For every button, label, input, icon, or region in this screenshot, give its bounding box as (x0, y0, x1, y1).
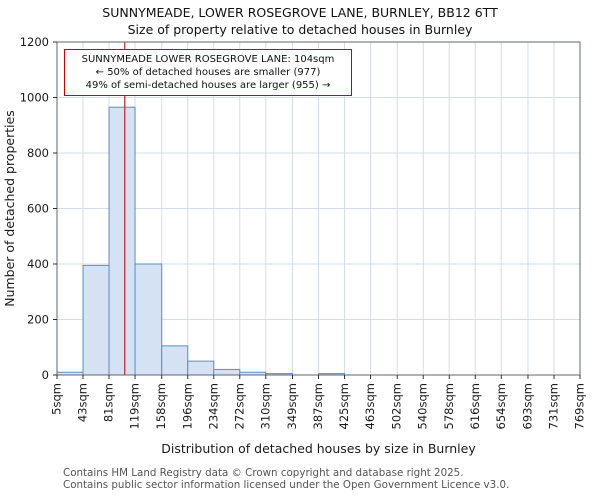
x-tick-label: 616sqm (468, 383, 482, 429)
y-tick-label: 600 (27, 202, 49, 216)
x-tick-label: 654sqm (494, 383, 508, 429)
annotation-line-2: ← 50% of detached houses are smaller (97… (95, 67, 321, 78)
annotation-line-3: 49% of semi-detached houses are larger (… (85, 80, 331, 91)
x-tick-label: 425sqm (337, 383, 351, 429)
x-axis-label: Distribution of detached houses by size … (161, 441, 476, 456)
histogram-bar (161, 345, 189, 376)
x-tick-label: 463sqm (363, 383, 377, 429)
x-tick-label: 43sqm (76, 383, 90, 422)
x-tick-label: 578sqm (442, 383, 456, 429)
x-tick-label: 693sqm (520, 383, 534, 429)
x-tick-label: 502sqm (390, 383, 404, 429)
footer-line-2: Contains public sector information licen… (63, 478, 510, 491)
annotation-line-1: SUNNYMEADE LOWER ROSEGROVE LANE: 104sqm (81, 54, 335, 65)
y-tick-label: 200 (27, 313, 49, 327)
chart-canvas: 0 200 400 600 800 1000 1200 5sqm 43sqm 81sqm 119sq… (2, 35, 587, 456)
y-tick-label: 800 (27, 146, 49, 160)
y-tick-label: 0 (42, 368, 49, 382)
histogram-bar (187, 360, 215, 376)
x-tick-label: 540sqm (416, 383, 430, 429)
chart-subtitle: Size of property relative to detached ho… (127, 22, 473, 37)
x-tick-label: 158sqm (154, 383, 168, 429)
x-tick-label: 5sqm (50, 383, 64, 415)
x-tick-label: 310sqm (258, 383, 272, 429)
footer-line-1: Contains HM Land Registry data © Crown c… (63, 467, 464, 479)
x-tick-label: 731sqm (546, 383, 560, 429)
histogram-bar (213, 368, 241, 376)
histogram-bar (108, 106, 136, 376)
x-tick-label: 81sqm (102, 383, 116, 422)
axis-ticks: 0 200 400 600 800 1000 1200 5sqm 43sqm 81sqm 119sq… (20, 35, 587, 429)
chart-title: SUNNYMEADE, LOWER ROSEGROVE LANE, BURNLE… (102, 5, 498, 20)
x-tick-label: 272sqm (232, 383, 246, 429)
y-axis-label: Number of detached properties (2, 110, 17, 307)
histogram-bar (82, 264, 110, 376)
x-tick-label: 387sqm (311, 383, 325, 429)
x-tick-label: 119sqm (128, 383, 142, 429)
histogram-bars (56, 106, 346, 376)
footer: Contains HM Land Registry data © Crown c… (63, 467, 510, 491)
y-tick-label: 1200 (20, 35, 49, 49)
y-tick-label: 1000 (20, 91, 49, 105)
annotation-box: SUNNYMEADE LOWER ROSEGROVE LANE: 104sqm … (64, 49, 352, 96)
x-tick-label: 196sqm (180, 383, 194, 429)
x-tick-label: 769sqm (573, 383, 587, 429)
y-tick-label: 400 (27, 257, 49, 271)
x-tick-label: 349sqm (285, 383, 299, 429)
histogram-bar (134, 263, 163, 376)
x-tick-label: 234sqm (206, 383, 220, 429)
